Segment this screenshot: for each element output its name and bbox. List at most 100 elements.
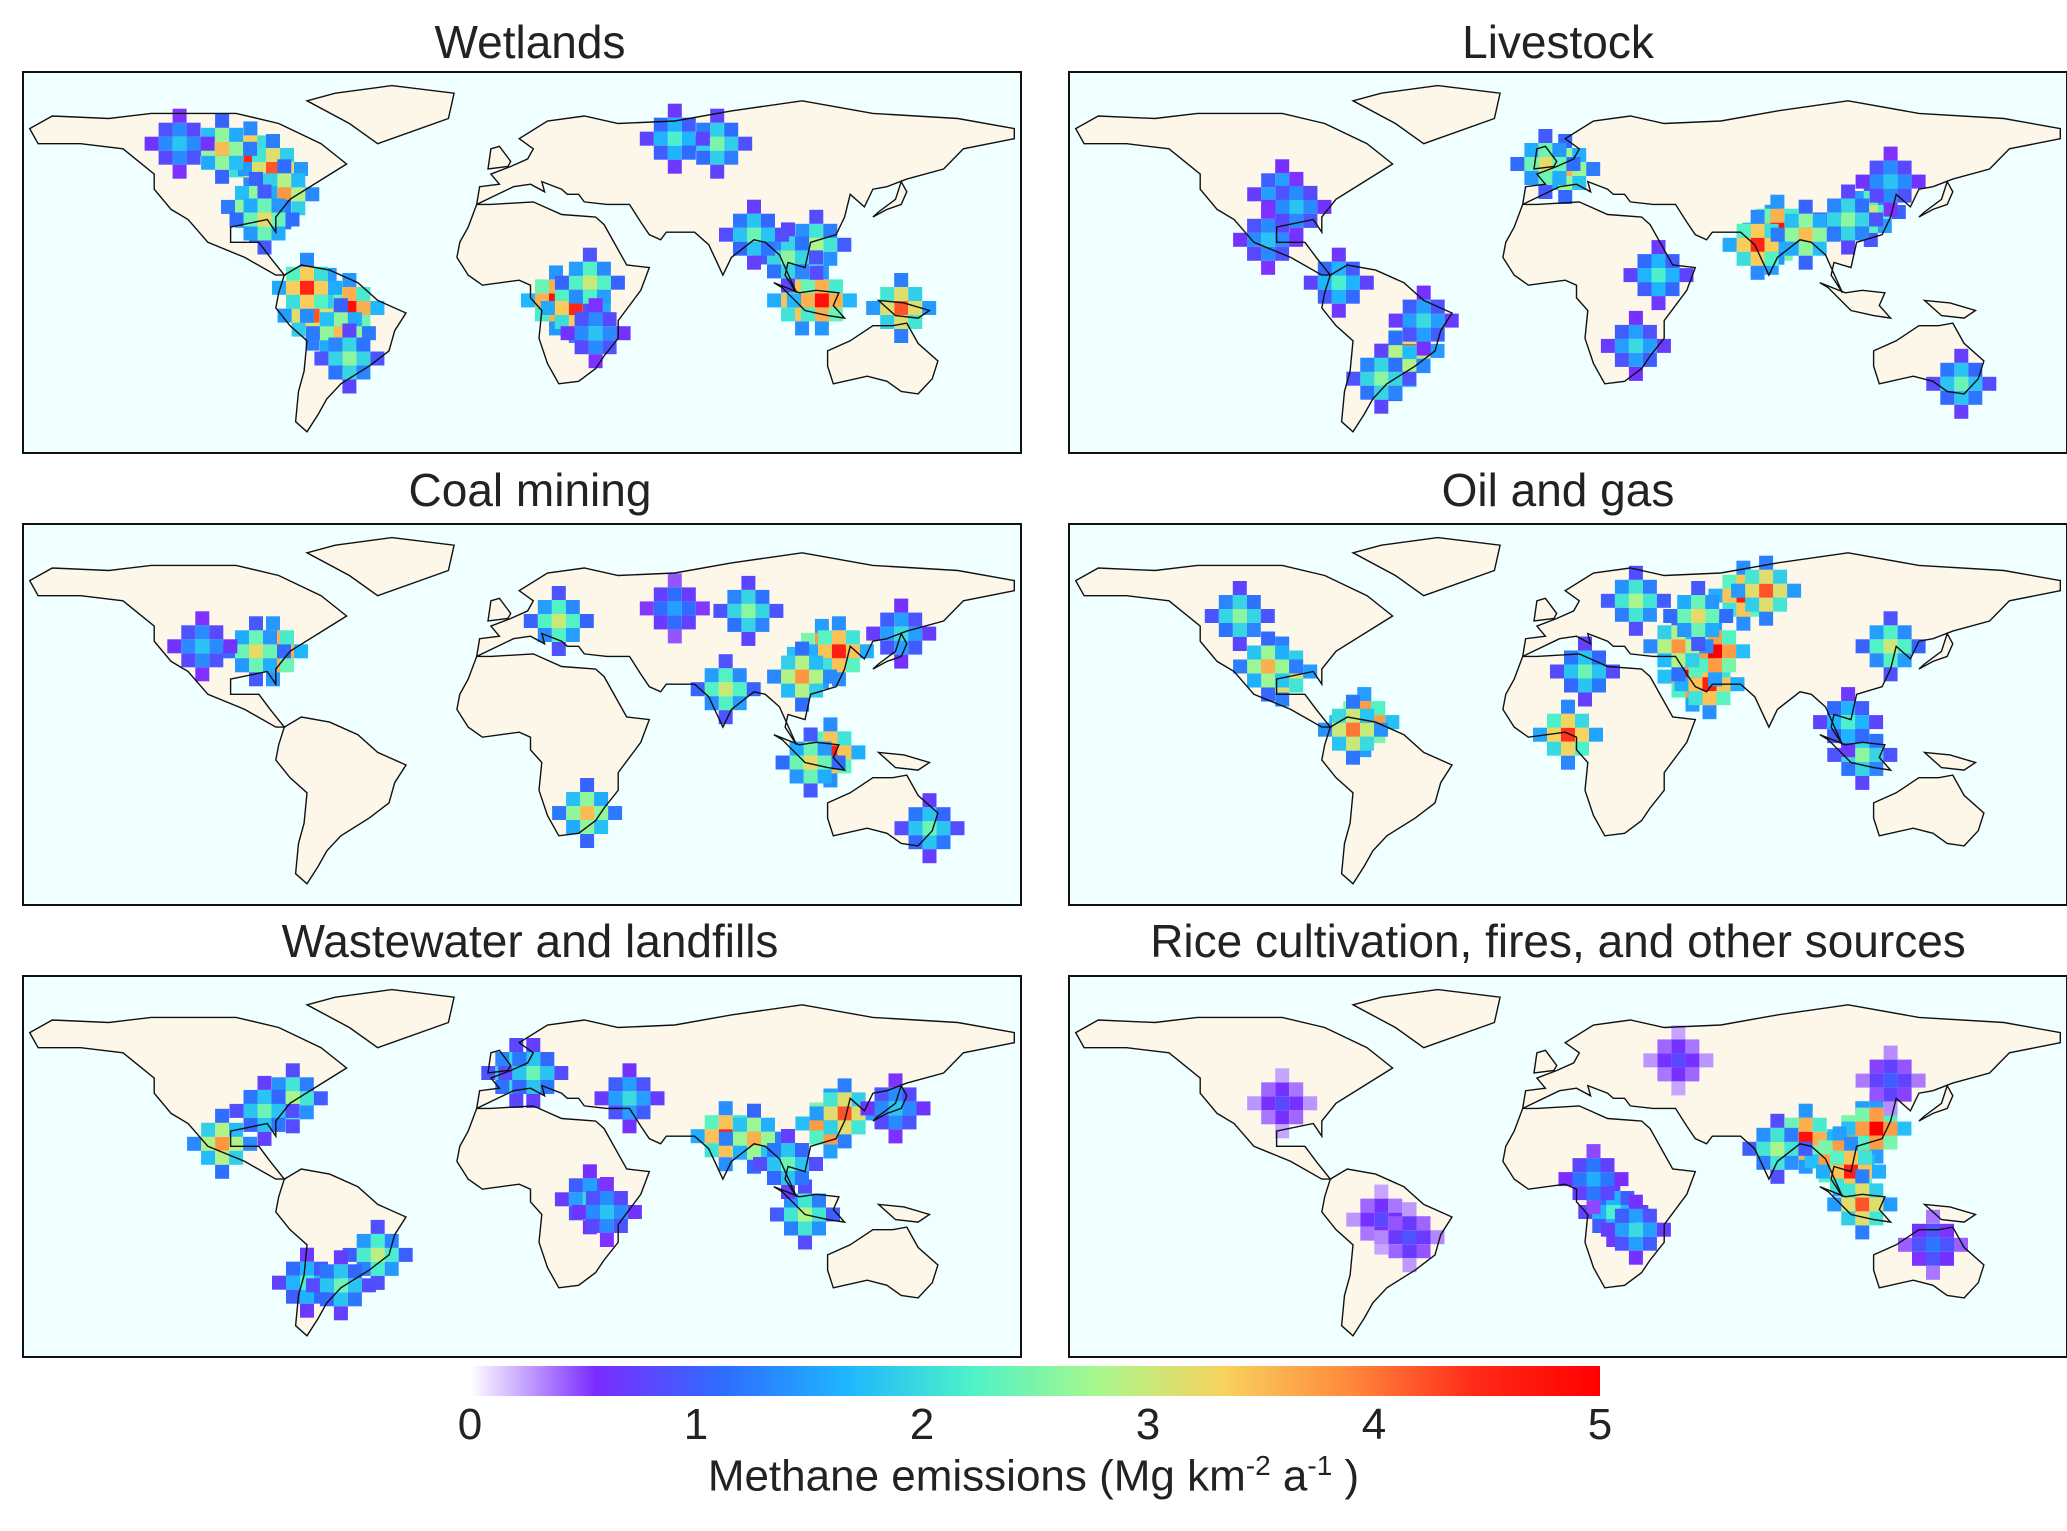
emission-cell [761,1117,775,1132]
land-area [1502,653,1696,836]
emission-cell [1416,285,1431,300]
emission-cell [277,644,291,659]
emission-cell [554,287,569,301]
emission-cell [286,280,300,295]
emission-cell [704,682,719,697]
emission-cell [1926,1209,1940,1224]
emission-cell [1247,218,1262,233]
emission-cell [551,586,566,600]
emission-cell [1759,583,1774,598]
map-panel-oil-and-gas [1068,523,2067,906]
emission-cell [1261,187,1276,202]
emission-cell [1855,174,1870,189]
emission-cell [1897,639,1912,654]
emission-cell [215,113,230,128]
panel-title-coal-mining: Coal mining [408,464,652,516]
emission-cell [1637,268,1652,283]
emission-cell [568,1178,583,1193]
emission-cell [667,159,682,174]
emission-cell [1552,171,1567,185]
emission-cell [1359,275,1374,290]
emission-cell [1303,185,1318,200]
emission-cell [257,1117,272,1132]
emission-cell [243,141,258,156]
emission-cell [1628,1208,1643,1223]
emission-cell [249,171,263,186]
emission-cell [718,1157,733,1172]
emission-cell [1388,1198,1403,1213]
emission-cell [1940,1223,1954,1238]
emission-cell [1561,741,1575,756]
emission-cell [235,644,249,659]
emission-cell [1232,581,1247,595]
emission-cell [1357,687,1372,702]
colorbar-tick-4: 4 [1361,1400,1387,1449]
emission-cell [1736,223,1751,238]
map-svg-rice [1070,977,2066,1356]
coastline [1502,201,1697,385]
emission-cell [495,1052,510,1066]
emission-cell [356,365,371,380]
emission-cell [1855,1183,1870,1198]
emission-cell [608,1091,623,1106]
emission-cell [622,1119,637,1134]
emission-cell [1561,699,1575,714]
emission-cell [1926,1251,1940,1266]
emission-cell [1665,282,1680,297]
emission-cell [1600,1158,1615,1173]
emission-cell [1812,1117,1827,1132]
emission-cell [1289,199,1304,214]
emission-cell [1926,376,1941,391]
emission-cell [713,603,728,618]
emission-cell [195,667,210,682]
emission-cell [1770,1141,1785,1156]
emission-cell [1798,199,1813,214]
land-area [1918,633,1953,669]
emission-cell [894,273,909,287]
emission-cell [370,1247,385,1262]
emission-cell [537,600,552,614]
emission-cell [229,155,244,170]
emission-cell [1954,390,1969,405]
emission-cell [1736,616,1751,631]
land-area [476,552,1015,745]
emission-cell [1855,729,1870,744]
emission-cell [1374,1198,1389,1213]
emission-cell [1247,673,1262,688]
land-area [456,653,650,836]
emission-cell [1671,639,1686,654]
emission-cell [1261,1096,1276,1111]
emission-cell [823,237,838,252]
emission-cell [277,308,292,323]
coastline [487,597,512,622]
emission-cell [800,307,815,322]
emission-cell [1275,645,1290,660]
emission-cell [540,1066,555,1080]
emission-cell [1317,289,1332,304]
emission-cell [636,1105,651,1120]
colorbar-tick-0: 0 [457,1400,483,1449]
emission-cell [1869,188,1884,203]
emission-cell [1628,1236,1643,1251]
emission-cell [653,145,668,160]
emission-cell [874,1087,889,1102]
emission-cell [1657,1067,1672,1082]
emission-cell [271,1089,286,1104]
emission-cell [1642,1236,1657,1251]
emission-cell [347,1264,362,1279]
emission-cell [1346,750,1360,765]
emission-cell [243,1089,258,1104]
emission-cell [1614,607,1629,622]
emission-cell [495,1080,510,1094]
emission-cell [795,236,809,251]
emission-cell [1637,254,1652,269]
emission-cell [1787,583,1802,598]
emission-cell [636,1091,651,1106]
emission-cell [1770,194,1785,209]
emission-cell [370,1219,385,1234]
emission-cell [356,1233,371,1248]
emission-cell [1897,188,1912,203]
emission-cell [732,682,747,697]
emission-cell [1897,1059,1912,1074]
emission-cell [1360,357,1375,372]
